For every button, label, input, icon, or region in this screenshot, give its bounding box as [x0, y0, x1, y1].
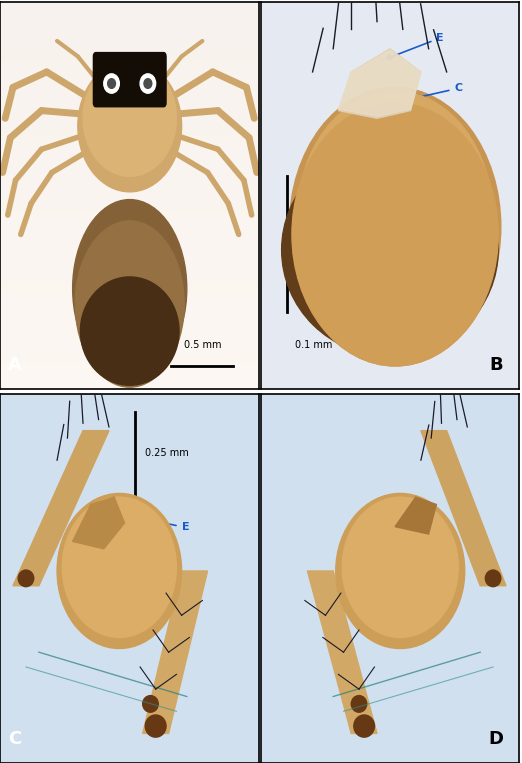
Ellipse shape: [145, 715, 166, 737]
Ellipse shape: [297, 92, 493, 346]
Text: A: A: [8, 356, 21, 374]
Ellipse shape: [292, 103, 498, 366]
Ellipse shape: [78, 60, 182, 192]
Ellipse shape: [57, 494, 182, 649]
Ellipse shape: [144, 79, 152, 89]
Ellipse shape: [104, 74, 120, 93]
Ellipse shape: [354, 715, 374, 737]
Ellipse shape: [80, 277, 179, 385]
Text: C: C: [415, 83, 462, 99]
Ellipse shape: [18, 570, 34, 587]
Polygon shape: [395, 497, 436, 534]
Ellipse shape: [140, 74, 156, 93]
Text: PL: PL: [73, 538, 90, 555]
Ellipse shape: [73, 200, 187, 378]
Ellipse shape: [336, 494, 465, 649]
Text: E: E: [150, 519, 189, 533]
Polygon shape: [73, 497, 125, 549]
Text: B: B: [490, 356, 503, 374]
Polygon shape: [307, 571, 377, 733]
Text: 0.1 mm: 0.1 mm: [294, 340, 332, 350]
Polygon shape: [338, 49, 421, 118]
Ellipse shape: [342, 497, 458, 637]
Polygon shape: [421, 430, 506, 586]
Ellipse shape: [75, 221, 184, 387]
Text: C: C: [354, 523, 406, 543]
Ellipse shape: [485, 570, 501, 587]
Ellipse shape: [282, 143, 498, 356]
Ellipse shape: [289, 88, 501, 366]
Ellipse shape: [143, 696, 158, 712]
Text: 0.5 mm: 0.5 mm: [184, 340, 221, 350]
Polygon shape: [338, 50, 421, 117]
FancyBboxPatch shape: [93, 53, 166, 107]
Text: 0.25 mm: 0.25 mm: [145, 448, 189, 458]
Text: D: D: [489, 730, 503, 749]
Ellipse shape: [62, 497, 176, 637]
Polygon shape: [143, 571, 208, 733]
Polygon shape: [13, 430, 109, 586]
Text: C: C: [8, 730, 21, 749]
Ellipse shape: [83, 60, 176, 176]
Text: E: E: [386, 33, 444, 59]
Ellipse shape: [351, 696, 367, 712]
Ellipse shape: [108, 79, 115, 89]
